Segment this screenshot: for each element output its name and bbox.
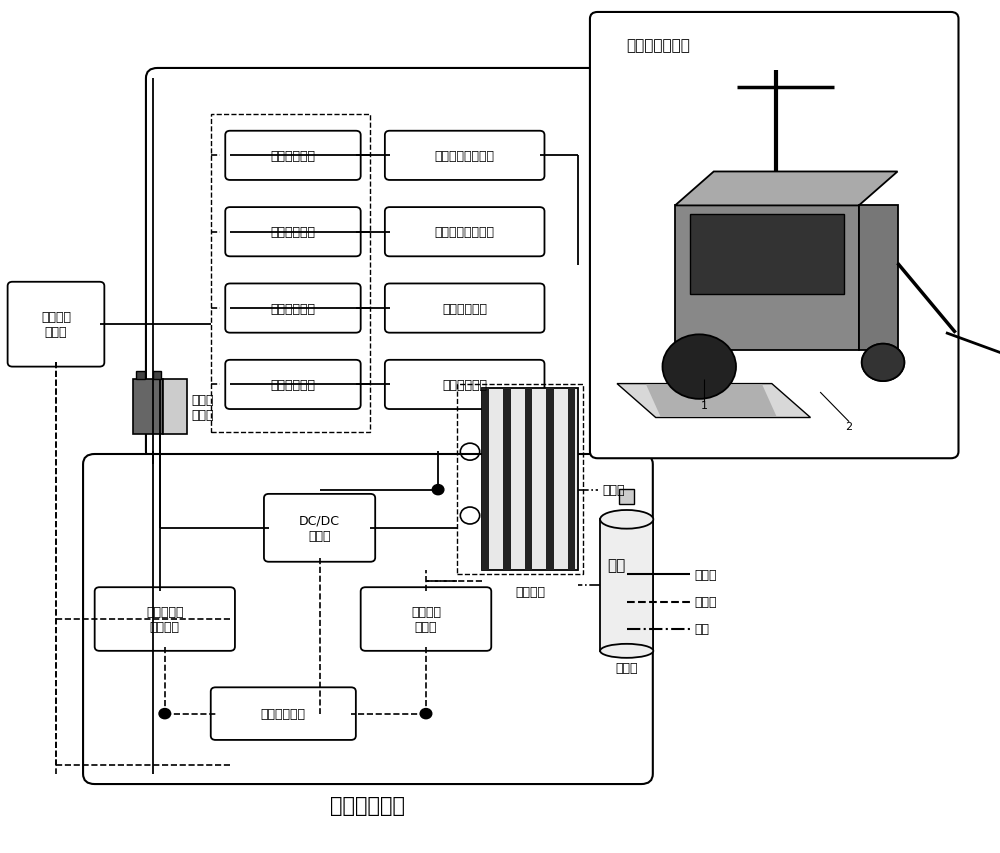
Bar [568, 388, 575, 571]
Text: 1: 1 [701, 400, 708, 410]
Ellipse shape [600, 510, 653, 529]
Text: 第二直流伺服电机: 第二直流伺服电机 [435, 226, 495, 239]
Polygon shape [859, 206, 898, 351]
FancyBboxPatch shape [146, 69, 600, 462]
FancyBboxPatch shape [8, 282, 104, 367]
FancyBboxPatch shape [385, 284, 544, 334]
Polygon shape [646, 385, 777, 417]
Text: 燃料电池: 燃料电池 [515, 585, 545, 598]
FancyBboxPatch shape [590, 13, 958, 459]
Circle shape [159, 709, 171, 719]
Text: DC/DC
变换器: DC/DC 变换器 [299, 514, 340, 543]
Text: 注：: 注： [607, 557, 626, 572]
Circle shape [862, 345, 904, 381]
Text: 氢气罐: 氢气罐 [615, 662, 638, 675]
Text: 混合动力系统: 混合动力系统 [330, 795, 405, 815]
Text: 辅助供电装
置控制器: 辅助供电装 置控制器 [146, 606, 184, 633]
Text: 气路: 气路 [694, 623, 709, 635]
Text: 第一直流伺服电机: 第一直流伺服电机 [435, 149, 495, 163]
FancyBboxPatch shape [361, 588, 491, 651]
FancyBboxPatch shape [225, 361, 361, 409]
Circle shape [432, 485, 444, 495]
Bar [525, 388, 532, 571]
Text: 能量流控制器: 能量流控制器 [261, 707, 306, 720]
Bar [503, 388, 511, 571]
Text: 移动焊接机器人: 移动焊接机器人 [627, 38, 691, 54]
Text: 辅助供
电装置: 辅助供 电装置 [191, 393, 214, 421]
Bar [482, 388, 578, 571]
Text: 第一驱动电机: 第一驱动电机 [270, 149, 315, 163]
FancyBboxPatch shape [385, 361, 544, 409]
Text: 信号线: 信号线 [694, 595, 717, 608]
Bar [153, 371, 161, 380]
Text: 第四驱动电机: 第四驱动电机 [270, 379, 315, 392]
Circle shape [862, 345, 904, 381]
Bar [619, 490, 634, 504]
Bar [133, 380, 163, 435]
Text: 空气入: 空气入 [603, 484, 625, 496]
Polygon shape [617, 384, 810, 418]
Circle shape [420, 709, 432, 719]
Bar [675, 206, 859, 351]
FancyBboxPatch shape [95, 588, 235, 651]
Bar [136, 371, 145, 380]
Bar [163, 380, 187, 435]
Text: 第一步进电机: 第一步进电机 [442, 302, 487, 316]
Bar [457, 384, 583, 575]
FancyBboxPatch shape [83, 455, 653, 784]
Text: 电源线: 电源线 [694, 568, 717, 581]
Polygon shape [675, 172, 898, 206]
Ellipse shape [600, 644, 653, 658]
Bar [546, 388, 554, 571]
FancyBboxPatch shape [264, 494, 375, 562]
FancyBboxPatch shape [385, 208, 544, 257]
Bar [211, 114, 370, 432]
Text: 燃料电池
控制器: 燃料电池 控制器 [411, 606, 441, 633]
FancyBboxPatch shape [225, 284, 361, 334]
Text: 机器人主
控制器: 机器人主 控制器 [41, 310, 71, 339]
Bar [600, 519, 653, 651]
Text: 第二驱动电机: 第二驱动电机 [270, 226, 315, 239]
Bar [690, 215, 844, 295]
FancyBboxPatch shape [385, 131, 544, 181]
FancyBboxPatch shape [225, 131, 361, 181]
Circle shape [662, 335, 736, 399]
Text: 第二步进电机: 第二步进电机 [442, 379, 487, 392]
FancyBboxPatch shape [211, 688, 356, 740]
Text: 2: 2 [846, 421, 853, 432]
Text: 第三驱动电机: 第三驱动电机 [270, 302, 315, 316]
Bar [482, 388, 489, 571]
FancyBboxPatch shape [225, 208, 361, 257]
